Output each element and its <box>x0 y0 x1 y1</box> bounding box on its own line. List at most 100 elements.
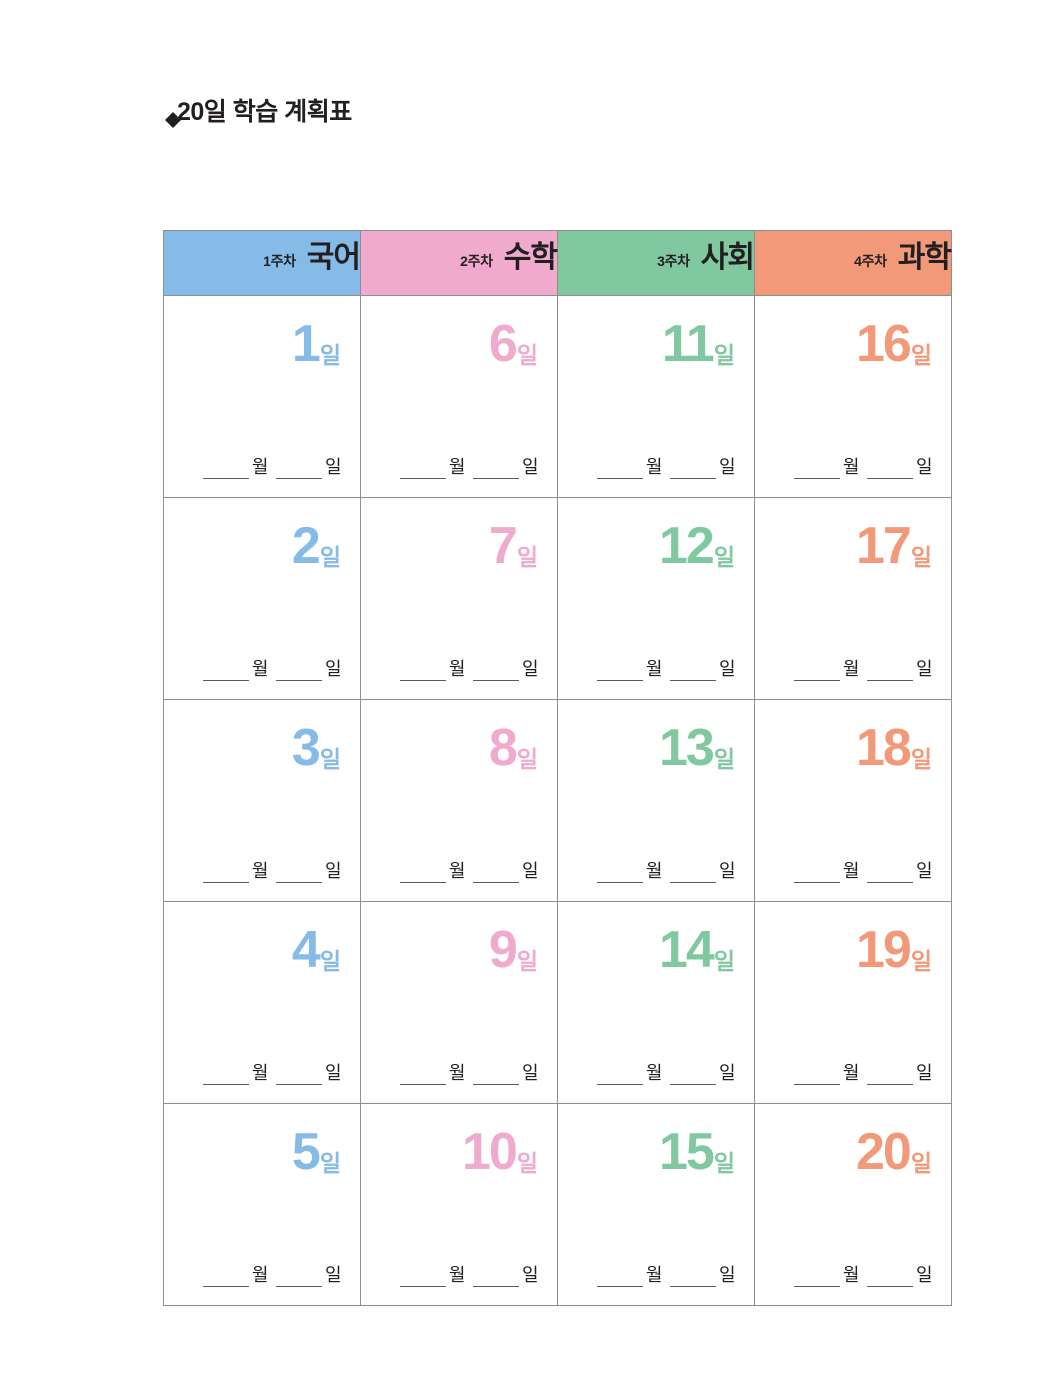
day-blank-field[interactable] <box>669 660 716 681</box>
day-cell[interactable]: 20 일 월 일 <box>754 1103 952 1306</box>
day-label: 일 <box>915 1265 933 1285</box>
month-label: 월 <box>645 861 663 881</box>
day-number: 10 <box>461 1123 518 1181</box>
day-blank-field[interactable] <box>275 1266 322 1287</box>
day-blank-field[interactable] <box>866 660 913 681</box>
day-number: 6 <box>488 315 518 373</box>
month-label: 월 <box>842 457 860 477</box>
month-blank-field[interactable] <box>202 660 249 681</box>
day-cell[interactable]: 11 일 월 일 <box>557 295 755 498</box>
month-blank-field[interactable] <box>596 660 643 681</box>
month-blank-field[interactable] <box>202 862 249 883</box>
month-blank-field[interactable] <box>793 862 840 883</box>
day-blank-field[interactable] <box>472 458 519 479</box>
day-blank-field[interactable] <box>866 1064 913 1085</box>
month-blank-field[interactable] <box>399 458 446 479</box>
month-blank-field[interactable] <box>399 862 446 883</box>
header-content: 1주차 국어 <box>164 231 361 295</box>
day-unit-label: 일 <box>910 746 932 772</box>
month-label: 월 <box>448 659 466 679</box>
month-blank-field[interactable] <box>399 660 446 681</box>
day-cell[interactable]: 16 일 월 일 <box>754 295 952 498</box>
month-blank-field[interactable] <box>596 1064 643 1085</box>
header-week-label: 2주차 <box>460 253 493 269</box>
day-blank-field[interactable] <box>472 862 519 883</box>
month-blank-field[interactable] <box>202 458 249 479</box>
month-blank-field[interactable] <box>399 1266 446 1287</box>
month-blank-field[interactable] <box>399 1064 446 1085</box>
day-unit-label: 일 <box>319 948 341 974</box>
day-blank-field[interactable] <box>866 458 913 479</box>
day-blank-field[interactable] <box>275 660 322 681</box>
day-blank-field[interactable] <box>275 458 322 479</box>
month-blank-field[interactable] <box>202 1266 249 1287</box>
header-week-label: 4주차 <box>854 253 887 269</box>
month-blank-field[interactable] <box>793 660 840 681</box>
day-blank-field[interactable] <box>472 1266 519 1287</box>
day-cell[interactable]: 19 일 월 일 <box>754 901 952 1104</box>
day-blank-field[interactable] <box>669 458 716 479</box>
day-label: 일 <box>324 1265 342 1285</box>
day-blank-field[interactable] <box>472 1064 519 1085</box>
day-cell[interactable]: 18 일 월 일 <box>754 699 952 902</box>
day-blank-field[interactable] <box>669 1064 716 1085</box>
month-blank-field[interactable] <box>793 458 840 479</box>
day-cell[interactable]: 12 일 월 일 <box>557 497 755 700</box>
day-cell[interactable]: 15 일 월 일 <box>557 1103 755 1306</box>
day-cell[interactable]: 17 일 월 일 <box>754 497 952 700</box>
day-blank-field[interactable] <box>669 862 716 883</box>
month-blank-field[interactable] <box>202 1064 249 1085</box>
day-blank-field[interactable] <box>669 1266 716 1287</box>
day-blank-field[interactable] <box>275 862 322 883</box>
month-blank-field[interactable] <box>793 1266 840 1287</box>
day-label: 일 <box>521 659 539 679</box>
day-cell[interactable]: 13 일 월 일 <box>557 699 755 902</box>
day-unit-label: 일 <box>319 1150 341 1176</box>
month-blank-field[interactable] <box>596 1266 643 1287</box>
month-blank-field[interactable] <box>596 862 643 883</box>
day-cell[interactable]: 10 일 월 일 <box>360 1103 558 1306</box>
day-label: 일 <box>915 1063 933 1083</box>
day-blank-field[interactable] <box>866 862 913 883</box>
day-number: 8 <box>488 719 518 777</box>
day-blank-field[interactable] <box>472 660 519 681</box>
day-label: 일 <box>915 457 933 477</box>
month-blank-field[interactable] <box>793 1064 840 1085</box>
day-blank-field[interactable] <box>866 1266 913 1287</box>
header-subject-label: 사회 <box>700 241 755 274</box>
month-blank-field[interactable] <box>596 458 643 479</box>
day-number: 5 <box>291 1123 321 1181</box>
day-cell[interactable]: 14 일 월 일 <box>557 901 755 1104</box>
day-blank-field[interactable] <box>275 1064 322 1085</box>
header-content: 4주차 과학 <box>755 231 952 295</box>
